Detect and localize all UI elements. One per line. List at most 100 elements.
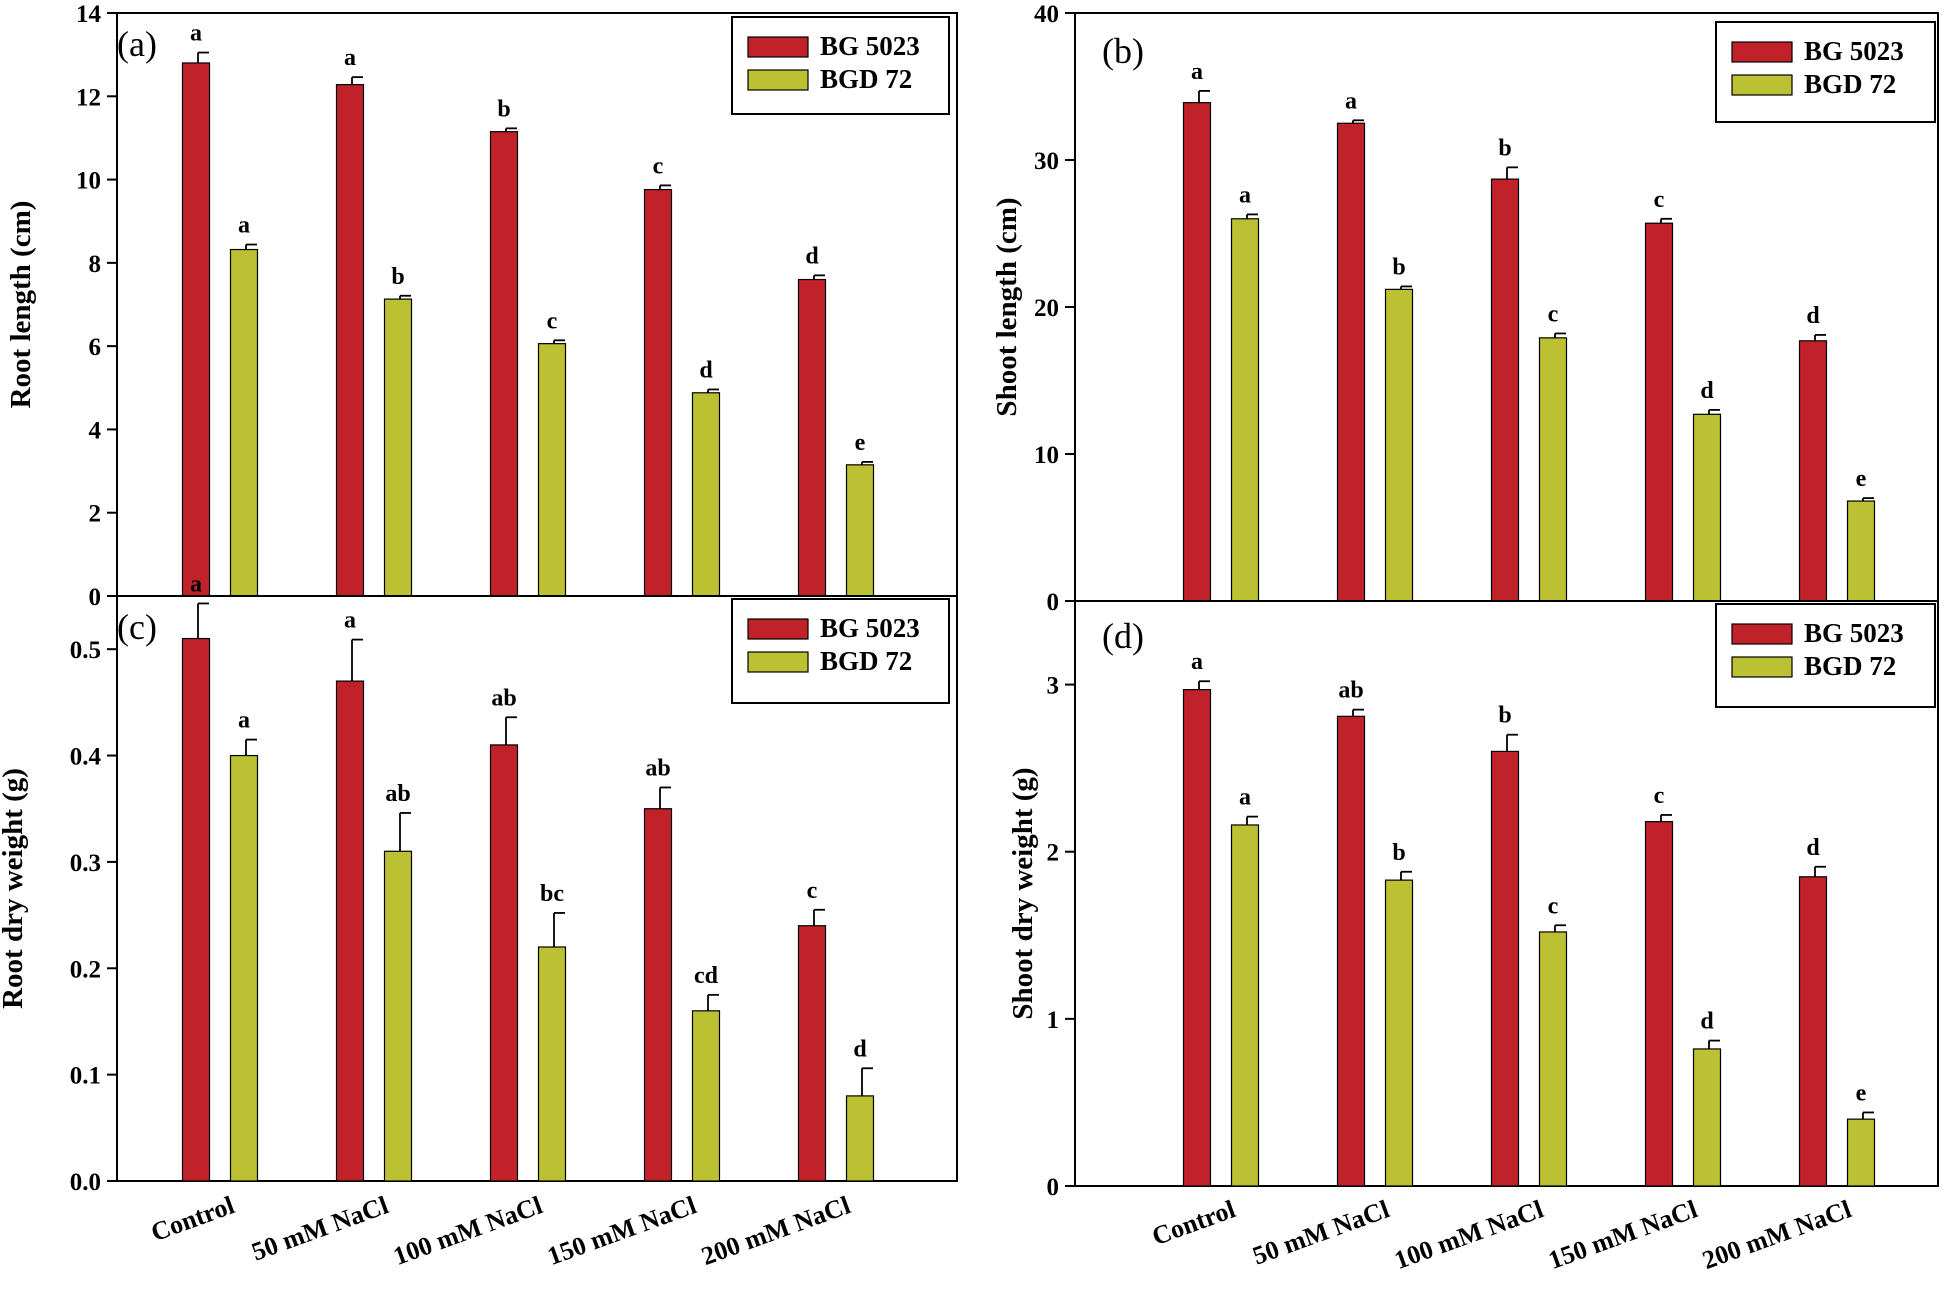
- panel-label: (a): [117, 24, 157, 64]
- y-tick-label: 14: [76, 1, 102, 28]
- significance-letter: a: [190, 571, 202, 597]
- significance-letter: c: [1548, 301, 1559, 327]
- x-tick-label: 150 mM NaCl: [544, 1190, 700, 1271]
- bar-bg5023: [1644, 222, 1674, 602]
- significance-letter: c: [547, 308, 558, 334]
- bar-bgd72: [1692, 413, 1722, 602]
- significance-letter: a: [1191, 59, 1203, 85]
- bar-bgd72: [1230, 218, 1260, 602]
- significance-letter: c: [807, 878, 818, 904]
- significance-letter: b: [391, 264, 404, 290]
- bar-bgd72: [845, 1095, 875, 1182]
- y-axis-title: Shoot dry weight (g): [1007, 767, 1039, 1019]
- x-tick-label: 200 mM NaCl: [1699, 1194, 1855, 1275]
- significance-letter: b: [1498, 135, 1511, 161]
- bar-bg5023: [1798, 876, 1828, 1187]
- legend-label: BGD 72: [1804, 651, 1896, 681]
- bar-bg5023: [797, 278, 827, 597]
- significance-letter: a: [1239, 785, 1251, 811]
- bar-bg5023: [489, 131, 519, 597]
- significance-letter: b: [497, 96, 510, 122]
- bar-bg5023: [1336, 715, 1366, 1187]
- legend-swatch: [747, 651, 809, 673]
- bar-bg5023: [335, 680, 365, 1182]
- bar-bgd72: [383, 850, 413, 1182]
- panel-c: 0.0 0.1 0.2 0.3 0.4 0.5 Root dry weight (g) (c)…: [0, 571, 958, 1271]
- bar-bgd72: [537, 946, 567, 1182]
- bar-bg5023: [643, 188, 673, 597]
- y-tick-label: 0.3: [70, 850, 101, 877]
- significance-letter: b: [1498, 703, 1511, 729]
- bar-bgd72: [1538, 931, 1568, 1187]
- bar-bg5023: [1490, 750, 1520, 1187]
- significance-letter: d: [1806, 835, 1820, 861]
- bar-bgd72: [1384, 879, 1414, 1187]
- y-tick-label: 0.5: [70, 637, 101, 664]
- y-tick-label: 0: [1047, 1174, 1060, 1201]
- significance-letter: a: [1345, 88, 1357, 114]
- bar-bg5023: [335, 84, 365, 597]
- significance-letter: a: [238, 213, 250, 239]
- significance-letter: e: [1856, 1080, 1867, 1106]
- bar-bg5023: [797, 925, 827, 1182]
- bar-bg5023: [1798, 340, 1828, 602]
- panel-label: (c): [117, 607, 157, 647]
- significance-letter: d: [699, 357, 713, 383]
- x-tick-label: 150 mM NaCl: [1545, 1194, 1701, 1275]
- x-tick-label: 50 mM NaCl: [248, 1190, 392, 1266]
- x-tick-label: Control: [147, 1190, 238, 1247]
- plot-frame: [116, 595, 958, 1182]
- significance-letter: a: [190, 21, 202, 47]
- y-tick-label: 0.1: [70, 1063, 101, 1090]
- bar-bgd72: [1692, 1048, 1722, 1187]
- legend-label: BGD 72: [820, 64, 912, 94]
- significance-letter: c: [1654, 783, 1665, 809]
- legend-label: BGD 72: [820, 646, 912, 676]
- significance-letter: ab: [1338, 678, 1363, 704]
- bar-bgd72: [229, 248, 259, 597]
- legend-swatch: [747, 36, 809, 58]
- significance-letter: a: [238, 708, 250, 734]
- y-tick-label: 1: [1047, 1007, 1060, 1034]
- significance-letter: e: [1856, 466, 1867, 492]
- significance-letter: b: [1392, 254, 1405, 280]
- significance-letter: d: [1700, 1009, 1714, 1035]
- bar-bgd72: [691, 392, 721, 597]
- significance-letter: ab: [491, 685, 516, 711]
- y-tick-label: 30: [1034, 148, 1059, 175]
- y-tick-label: 12: [76, 84, 101, 111]
- x-tick-label: 200 mM NaCl: [698, 1190, 854, 1271]
- bar-bgd72: [1846, 1118, 1876, 1187]
- legend-label: BGD 72: [1804, 69, 1896, 99]
- y-tick-label: 2: [89, 501, 102, 528]
- significance-letter: d: [1806, 303, 1820, 329]
- panel-a: 0 2 4 6 8 10 12 14 Root length (cm) (a) a a a b b c c d d e…: [5, 1, 958, 611]
- y-tick-label: 10: [1034, 442, 1059, 469]
- significance-letter: a: [1239, 182, 1251, 208]
- legend-label: BG 5023: [820, 613, 920, 643]
- y-tick-label: 2: [1047, 840, 1060, 867]
- y-tick-label: 0: [1047, 589, 1060, 616]
- y-tick-label: 6: [89, 334, 102, 361]
- y-axis-title: Root length (cm): [5, 201, 37, 409]
- y-axis-title: Root dry weight (g): [0, 768, 29, 1009]
- significance-letter: d: [1700, 378, 1714, 404]
- x-tick-label: 100 mM NaCl: [1391, 1194, 1547, 1275]
- y-tick-label: 8: [89, 251, 102, 278]
- legend-label: BG 5023: [1804, 36, 1904, 66]
- y-tick-label: 0: [89, 584, 102, 611]
- legend-swatch: [747, 69, 809, 91]
- legend-label: BG 5023: [820, 31, 920, 61]
- significance-letter: a: [1191, 649, 1203, 675]
- bar-bg5023: [1336, 122, 1366, 602]
- significance-letter: cd: [694, 963, 719, 989]
- significance-letter: c: [653, 153, 664, 179]
- bar-bgd72: [691, 1010, 721, 1182]
- legend-swatch: [1731, 74, 1793, 96]
- y-tick-label: 0.0: [70, 1169, 101, 1196]
- y-tick-label: 3: [1047, 673, 1060, 700]
